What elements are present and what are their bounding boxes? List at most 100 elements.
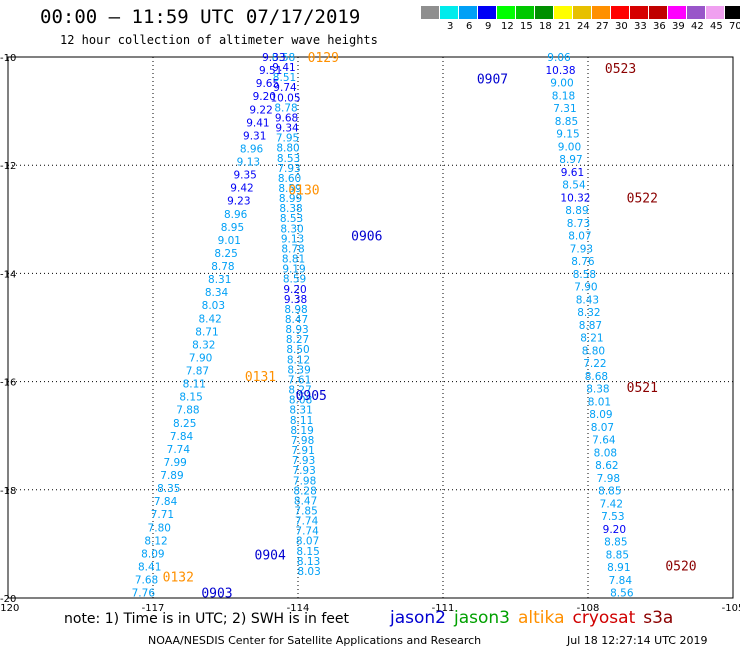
- wave-height-value: 7.22: [583, 358, 606, 370]
- altimeter-plot: -120 -117 -114 -111 -108 -105 -10 -12 -14 -16 -18 -…: [0, 51, 740, 612]
- pass-time-label: 0523: [605, 62, 636, 77]
- wave-height-value: 8.09: [141, 548, 164, 560]
- wave-height-value: 8.18: [552, 90, 575, 102]
- pass-time-label: 0520: [665, 560, 696, 575]
- color-legend-bar: [421, 6, 740, 19]
- wave-height-value: 10.38: [545, 65, 575, 77]
- legend-label: 21: [558, 21, 571, 32]
- satellite-legend: jason2 jason3 altika cryosat s3a: [390, 608, 681, 628]
- wave-height-value: 8.97: [559, 154, 582, 166]
- wave-height-value: 8.96: [240, 143, 264, 155]
- y-tick-label: -12: [0, 161, 16, 172]
- wave-height-value: 8.53: [280, 213, 303, 225]
- wave-height-value: 7.93: [277, 163, 300, 175]
- legend-swatch: [554, 6, 573, 19]
- wave-height-value: 7.98: [293, 475, 316, 487]
- wave-height-value: 7.74: [295, 526, 319, 538]
- chart-subtitle: 12 hour collection of altimeter wave hei…: [60, 33, 378, 47]
- wave-height-value: 7.90: [574, 282, 597, 294]
- wave-height-value: 8.58: [272, 52, 295, 64]
- x-tick-label: -108: [577, 603, 600, 612]
- wave-height-value: 10.05: [270, 92, 300, 104]
- wave-height-value: 8.07: [591, 422, 614, 434]
- satellite-name: altika: [518, 608, 565, 628]
- wave-height-value: 8.12: [287, 354, 310, 366]
- wave-height-value: 7.90: [189, 352, 212, 364]
- wave-height-value: 7.93: [292, 455, 315, 467]
- wave-height-value: 8.39: [287, 364, 310, 376]
- wave-height-value: 8.85: [606, 549, 629, 561]
- wave-height-value: 8.42: [198, 313, 221, 325]
- wave-height-value: 8.80: [276, 143, 299, 155]
- wave-height-value: 7.74: [167, 444, 191, 456]
- pass-time-label: 0130: [288, 184, 319, 199]
- wave-height-value: 9.19: [282, 264, 305, 276]
- legend-label: 39: [672, 21, 685, 32]
- legend-swatch: [516, 6, 535, 19]
- legend-label: 15: [520, 21, 533, 32]
- wave-height-value: 8.78: [281, 243, 304, 255]
- generated-timestamp: Jul 18 12:27:14 UTC 2019: [567, 634, 708, 647]
- wave-height-value: 8.59: [278, 183, 301, 195]
- wave-height-value: 9.20: [603, 524, 626, 536]
- pass-time-label: 0905: [296, 389, 327, 404]
- wave-height-value: 8.28: [293, 485, 316, 497]
- pass-time-label: 0522: [627, 192, 658, 207]
- legend-swatch: [649, 6, 668, 19]
- wave-height-value: 7.93: [292, 465, 315, 477]
- wave-height-value: 8.85: [598, 486, 621, 498]
- legend-label: 6: [466, 21, 473, 32]
- legend-swatch: [725, 6, 740, 19]
- wave-height-value: 9.06: [547, 52, 571, 64]
- wave-height-value: 8.15: [179, 392, 202, 404]
- wave-height-value: 8.53: [277, 153, 300, 165]
- wave-height-value: 9.20: [253, 91, 276, 103]
- wave-height-value: 9.38: [284, 294, 307, 306]
- wave-height-value: 8.27: [286, 334, 309, 346]
- pass-time-label: 0132: [163, 570, 194, 585]
- legend-label: 24: [577, 21, 590, 32]
- legend-swatch: [478, 6, 497, 19]
- satellite-name: jason2: [390, 608, 446, 628]
- wave-height-value: 7.88: [176, 405, 199, 417]
- wave-height-value: 8.47: [294, 495, 317, 507]
- y-tick-label: -20: [0, 594, 16, 605]
- wave-height-value: 8.31: [289, 405, 312, 417]
- wave-height-value: 7.80: [148, 522, 171, 534]
- wave-height-value: 7.68: [135, 575, 158, 587]
- wave-height-value: 8.41: [138, 561, 161, 573]
- wave-height-value: 8.50: [286, 344, 309, 356]
- wave-height-value: 8.80: [582, 345, 605, 357]
- legend-swatch: [440, 6, 459, 19]
- wave-height-value: 9.74: [273, 82, 297, 94]
- wave-height-value: 8.76: [571, 256, 595, 268]
- wave-height-value: 8.21: [580, 333, 603, 345]
- wave-height-value: 7.64: [592, 435, 616, 447]
- wave-height-value: 9.42: [230, 183, 253, 195]
- wave-height-value: 8.12: [144, 535, 167, 547]
- wave-height-value: 8.87: [579, 320, 602, 332]
- credit-text: NOAA/NESDIS Center for Satellite Applica…: [148, 634, 482, 647]
- legend-swatch: [497, 6, 516, 19]
- wave-height-value: 8.32: [192, 339, 215, 351]
- wave-height-value: 8.08: [289, 395, 312, 407]
- wave-height-value: 8.51: [273, 72, 296, 84]
- wave-height-value: 9.00: [550, 78, 573, 90]
- wave-height-value: 7.91: [291, 445, 314, 457]
- y-tick-label: -10: [0, 53, 16, 64]
- legend-swatch: [459, 6, 478, 19]
- wave-height-value: 8.59: [283, 274, 306, 286]
- wave-height-value: 8.09: [589, 409, 612, 421]
- wave-height-value: 7.87: [186, 366, 209, 378]
- satellite-name: jason3: [454, 608, 510, 628]
- legend-label: 42: [691, 21, 704, 32]
- wave-height-value: 9.15: [556, 129, 579, 141]
- wave-height-value: 7.42: [600, 498, 623, 510]
- pass-time-label: 0521: [627, 381, 658, 396]
- wave-height-value: 8.27: [288, 385, 311, 397]
- wave-height-value: 8.13: [297, 556, 320, 568]
- wave-height-value: 8.95: [221, 222, 244, 234]
- wave-height-value: 9.51: [259, 65, 282, 77]
- legend-swatch: [535, 6, 554, 19]
- wave-height-value: 8.25: [173, 418, 196, 430]
